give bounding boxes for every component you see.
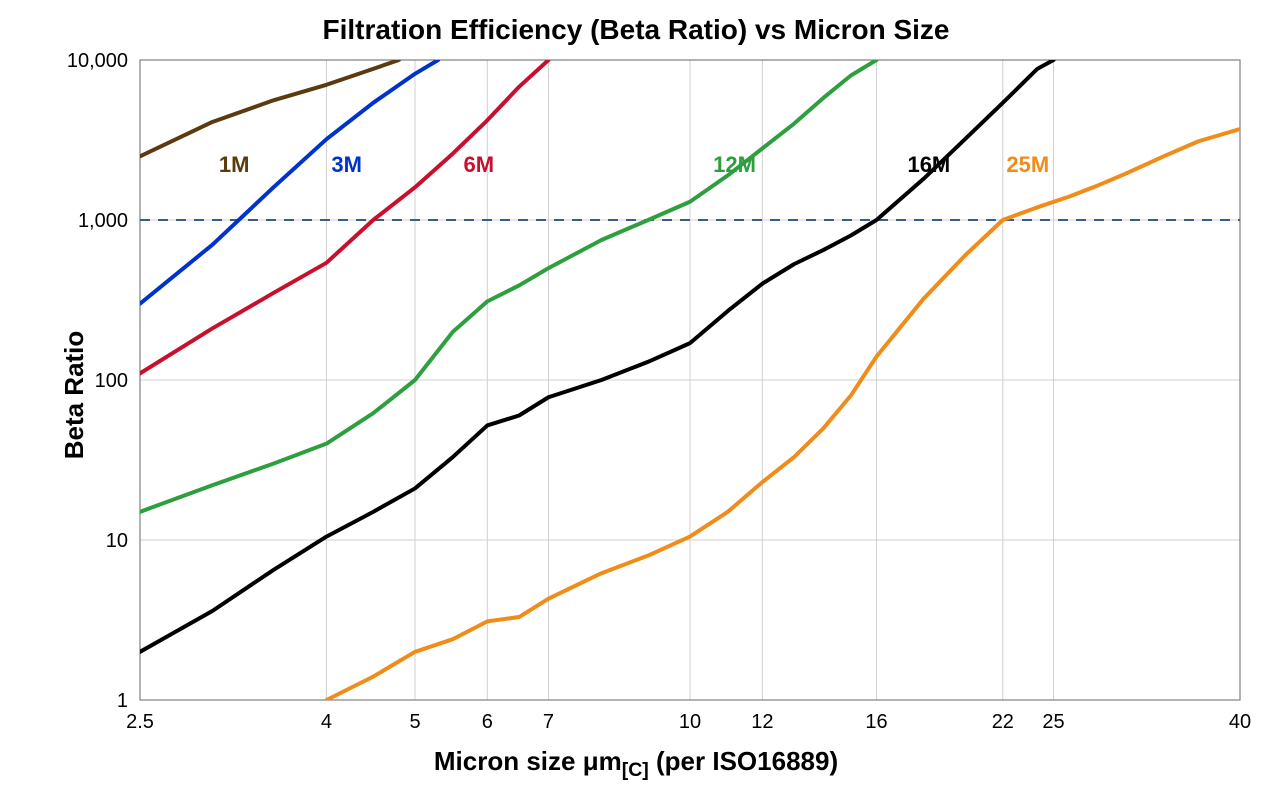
series-line-12M: [140, 60, 876, 512]
x-tick-label: 10: [679, 711, 701, 733]
x-tick-label: 5: [409, 711, 420, 733]
chart-container: Filtration Efficiency (Beta Ratio) vs Mi…: [0, 0, 1272, 790]
y-tick-label: 10,000: [67, 50, 128, 72]
series-line-16M: [140, 60, 1054, 652]
series-line-1M: [140, 60, 399, 156]
x-tick-label: 16: [865, 711, 887, 733]
series-label-16M: 16M: [907, 152, 950, 177]
y-tick-label: 10: [106, 530, 128, 552]
x-tick-label: 4: [321, 711, 332, 733]
plot-svg: 2.5 4 5 6 7 10 12 16 22 25 40 1 10 100 1,000 10,000 1M 3M…: [0, 0, 1272, 790]
x-tick-label: 6: [482, 711, 493, 733]
series-label-6M: 6M: [463, 152, 494, 177]
x-tick-label: 40: [1229, 711, 1251, 733]
series-label-12M: 12M: [713, 152, 756, 177]
x-tick-label: 22: [992, 711, 1014, 733]
x-tick-label: 12: [751, 711, 773, 733]
x-tick-label: 25: [1042, 711, 1064, 733]
series-label-3M: 3M: [331, 152, 362, 177]
series-label-1M: 1M: [219, 152, 250, 177]
x-tick-label: 2.5: [126, 711, 154, 733]
y-tick-label: 1,000: [78, 210, 128, 232]
y-tick-label: 1: [117, 690, 128, 712]
x-tick-label: 7: [543, 711, 554, 733]
y-tick-label: 100: [95, 370, 128, 392]
series-label-25M: 25M: [1006, 152, 1049, 177]
series-line-25M: [326, 129, 1240, 700]
